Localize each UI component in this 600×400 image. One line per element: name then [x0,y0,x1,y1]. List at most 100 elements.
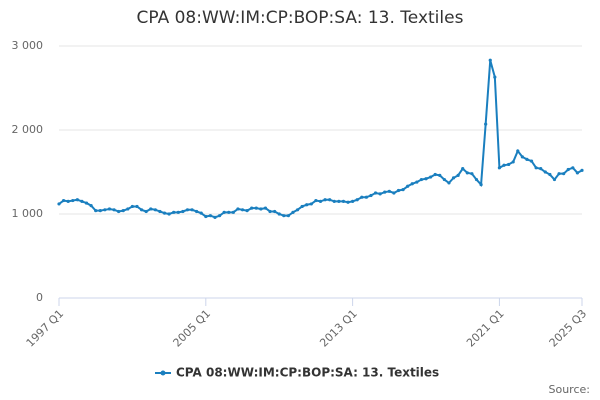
point [369,193,373,198]
point [442,177,446,182]
point [222,210,226,214]
point [493,75,497,79]
point [167,212,171,216]
point [245,209,249,213]
point [277,212,281,216]
point [208,214,212,218]
point [383,190,387,194]
point [190,208,194,212]
point [429,175,433,179]
point [392,191,396,195]
point [176,210,180,214]
point [240,208,245,212]
point [355,198,359,202]
point [360,195,364,199]
point [149,207,153,211]
point [548,172,552,177]
point [286,214,290,218]
point [217,214,222,218]
legend-marker [160,370,166,376]
point [66,199,70,203]
point [98,209,102,213]
point [497,166,502,170]
point [231,210,235,214]
point [103,208,107,212]
point [121,209,125,213]
point [84,201,89,205]
point [337,199,341,203]
point [250,206,254,210]
point [401,188,405,192]
point [57,202,61,206]
x-tick-label: 2025 Q3 [547,307,590,350]
point [273,209,277,214]
point [130,204,135,209]
point [534,166,538,170]
point [139,208,144,212]
point [172,210,176,214]
point [181,209,185,214]
point [341,199,346,203]
point [227,210,231,214]
point [71,198,75,203]
point [323,198,327,202]
point [328,198,332,202]
point [419,177,424,182]
point [112,208,116,212]
legend-label: CPA 08:WW:IM:CP:BOP:SA: 13. Textiles [176,366,439,380]
point [465,171,469,175]
point [575,171,580,175]
point [153,208,157,212]
y-tick-label: 0 [36,291,43,304]
point [94,209,98,213]
point [236,207,240,211]
point [213,215,217,219]
point [295,208,300,212]
point [305,203,309,207]
point [566,167,570,172]
point [488,58,492,62]
point [259,207,263,211]
point [199,211,203,215]
point [126,207,130,211]
point [470,172,474,176]
point [571,166,575,170]
point [502,163,506,167]
point [451,176,456,180]
point [309,202,313,206]
point [562,172,566,176]
point [396,188,401,193]
point [195,209,199,214]
point [75,198,79,202]
point [318,199,323,203]
point [433,172,437,177]
point [282,214,286,218]
point [424,177,428,181]
point [300,204,304,209]
y-tick-label: 3 000 [12,39,44,52]
point [61,198,66,203]
point [162,211,167,215]
point [332,199,336,203]
point [406,184,410,188]
point [525,157,529,161]
y-tick-label: 2 000 [12,123,44,136]
point [415,180,419,184]
x-tick-label: 1997 Q1 [24,307,67,350]
point [204,214,208,219]
x-tick-label: 2021 Q1 [464,307,507,350]
point [438,173,442,177]
point [520,155,524,159]
point [185,208,190,212]
point [254,206,258,210]
point [80,199,84,203]
point [552,177,557,182]
point [484,122,488,126]
point [461,167,465,171]
series-line [58,60,583,219]
point [387,189,391,193]
point [529,159,534,163]
point [89,204,93,208]
point [346,200,350,204]
point [144,209,148,214]
